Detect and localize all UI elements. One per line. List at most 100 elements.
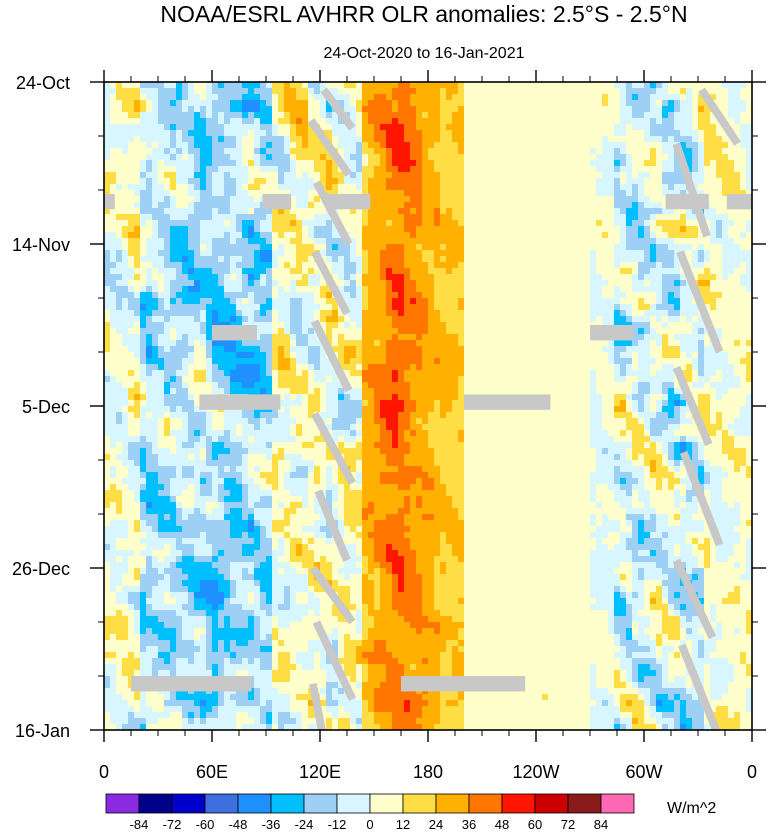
- heatmap-cell: [596, 196, 603, 203]
- heatmap-cell: [254, 118, 261, 125]
- heatmap-cell: [140, 196, 147, 203]
- heatmap-cell: [650, 250, 657, 257]
- heatmap-cell: [476, 148, 483, 155]
- heatmap-cell: [404, 106, 411, 113]
- heatmap-cell: [710, 160, 717, 167]
- heatmap-cell: [644, 100, 651, 107]
- heatmap-cell: [212, 358, 219, 365]
- heatmap-cell: [236, 214, 243, 221]
- heatmap-cell: [182, 166, 189, 173]
- heatmap-cell: [392, 82, 399, 89]
- heatmap-cell: [170, 298, 177, 305]
- heatmap-cell: [410, 94, 417, 101]
- heatmap-cell: [602, 82, 609, 89]
- heatmap-cell: [218, 340, 225, 347]
- heatmap-cell: [278, 160, 285, 167]
- heatmap-cell: [368, 202, 375, 209]
- heatmap-cell: [644, 220, 651, 227]
- heatmap-cell: [284, 304, 291, 311]
- heatmap-cell: [548, 298, 555, 305]
- heatmap-cell: [182, 340, 189, 347]
- heatmap-cell: [218, 286, 225, 293]
- heatmap-cell: [356, 142, 363, 149]
- heatmap-cell: [710, 298, 717, 305]
- heatmap-cell: [104, 88, 111, 95]
- heatmap-cell: [398, 172, 405, 179]
- heatmap-cell: [266, 88, 273, 95]
- heatmap-cell: [620, 352, 627, 359]
- heatmap-cell: [392, 274, 399, 281]
- heatmap-cell: [278, 286, 285, 293]
- heatmap-cell: [716, 148, 723, 155]
- heatmap-cell: [632, 82, 639, 89]
- heatmap-cell: [326, 190, 333, 197]
- heatmap-cell: [728, 256, 735, 263]
- heatmap-cell: [392, 154, 399, 161]
- heatmap-cell: [614, 202, 621, 209]
- heatmap-cell: [536, 250, 543, 257]
- heatmap-cell: [140, 190, 147, 197]
- heatmap-cell: [620, 298, 627, 305]
- heatmap-cell: [356, 268, 363, 275]
- heatmap-cell: [254, 136, 261, 143]
- heatmap-cell: [272, 88, 279, 95]
- heatmap-cell: [428, 142, 435, 149]
- heatmap-cell: [362, 256, 369, 263]
- heatmap-cell: [398, 352, 405, 359]
- heatmap-cell: [452, 298, 459, 305]
- heatmap-cell: [374, 106, 381, 113]
- heatmap-cell: [134, 244, 141, 251]
- heatmap-cell: [476, 130, 483, 137]
- heatmap-cell: [710, 82, 717, 89]
- heatmap-cell: [320, 160, 327, 167]
- heatmap-cell: [692, 316, 699, 323]
- heatmap-cell: [314, 238, 321, 245]
- heatmap-cell: [608, 250, 615, 257]
- heatmap-cell: [452, 214, 459, 221]
- heatmap-cell: [644, 166, 651, 173]
- heatmap-cell: [206, 136, 213, 143]
- heatmap-cell: [566, 280, 573, 287]
- heatmap-cell: [560, 130, 567, 137]
- heatmap-cell: [284, 178, 291, 185]
- heatmap-cell: [602, 352, 609, 359]
- heatmap-cell: [404, 136, 411, 143]
- heatmap-cell: [734, 280, 741, 287]
- heatmap-cell: [314, 232, 321, 239]
- heatmap-cell: [530, 310, 537, 317]
- heatmap-cell: [536, 94, 543, 101]
- heatmap-cell: [176, 346, 183, 353]
- heatmap-cell: [728, 190, 735, 197]
- heatmap-cell: [506, 262, 513, 269]
- heatmap-cell: [116, 274, 123, 281]
- heatmap-cell: [374, 268, 381, 275]
- heatmap-cell: [548, 346, 555, 353]
- heatmap-cell: [746, 256, 752, 263]
- heatmap-cell: [206, 166, 213, 173]
- heatmap-cell: [128, 334, 135, 341]
- heatmap-cell: [272, 208, 279, 215]
- heatmap-cell: [248, 340, 255, 347]
- heatmap-cell: [422, 142, 429, 149]
- heatmap-cell: [170, 274, 177, 281]
- heatmap-cell: [560, 226, 567, 233]
- heatmap-cell: [110, 88, 117, 95]
- heatmap-cell: [410, 100, 417, 107]
- heatmap-cell: [680, 100, 687, 107]
- heatmap-cell: [404, 94, 411, 101]
- heatmap-cell: [206, 256, 213, 263]
- heatmap-cell: [548, 256, 555, 263]
- heatmap-cell: [476, 178, 483, 185]
- heatmap-cell: [482, 220, 489, 227]
- heatmap-cell: [506, 100, 513, 107]
- heatmap-cell: [182, 172, 189, 179]
- heatmap-cell: [104, 316, 111, 323]
- heatmap-cell: [476, 94, 483, 101]
- heatmap-cell: [692, 112, 699, 119]
- heatmap-cell: [416, 202, 423, 209]
- heatmap-cell: [548, 190, 555, 197]
- heatmap-cell: [410, 352, 417, 359]
- heatmap-cell: [152, 238, 159, 245]
- heatmap-cell: [110, 172, 117, 179]
- heatmap-cell: [206, 316, 213, 323]
